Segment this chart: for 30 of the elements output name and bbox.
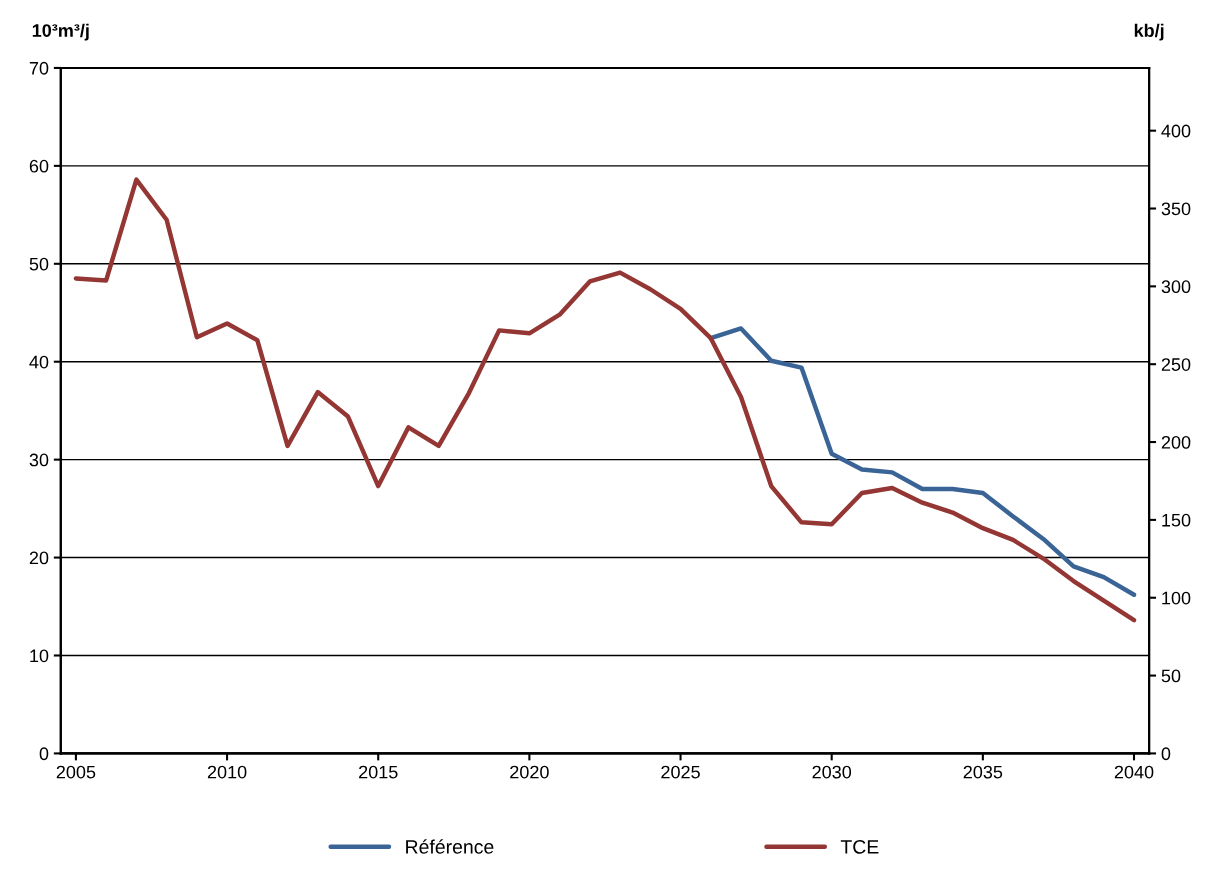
line-series [73, 177, 1137, 623]
y2-tick-label: 100 [1162, 591, 1191, 605]
y2-tick-label: 150 [1162, 513, 1191, 527]
x-tick-label: 2030 [812, 765, 852, 779]
legend-label: TCE [840, 839, 879, 854]
y-tick-label: 50 [29, 257, 49, 271]
legend-label: Référence [406, 839, 494, 854]
y-tick-label: 70 [29, 61, 49, 75]
y2-tick-label: 400 [1161, 124, 1191, 138]
y2-tick-label: 50 [1161, 669, 1181, 683]
x-tick-label: 2005 [56, 765, 96, 779]
x-tick-label: 2020 [510, 765, 549, 779]
y-tick-label: 20 [29, 551, 49, 565]
y-tick-label: 0 [39, 747, 49, 761]
y-tick-label: 30 [29, 453, 49, 467]
x-tick-label: 2015 [359, 765, 398, 779]
y-tick-label: 40 [29, 355, 49, 369]
y2-tick-label: 0 [1161, 747, 1171, 761]
x-tick-label: 2010 [207, 765, 247, 779]
x-tick-label: 2025 [661, 765, 700, 779]
y-axis-title: 10³m³/j [32, 23, 89, 41]
y-tick-label: 10 [30, 649, 49, 663]
y2-axis-title: kb/j [1134, 23, 1164, 41]
x-tick-label: 2040 [1114, 765, 1154, 779]
y2-tick-label: 350 [1161, 202, 1191, 216]
y2-tick-label: 300 [1161, 280, 1191, 294]
y2-tick-label: 200 [1161, 435, 1191, 449]
y-tick-label: 60 [29, 159, 49, 173]
x-tick-label: 2035 [963, 765, 1003, 779]
y2-tick-label: 250 [1161, 358, 1191, 371]
